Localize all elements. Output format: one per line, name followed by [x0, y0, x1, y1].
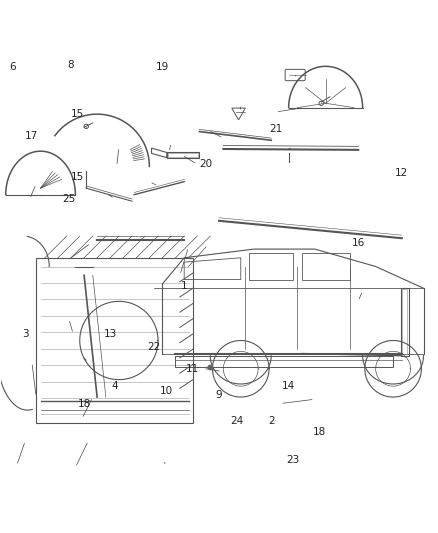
Text: 12: 12	[395, 168, 408, 178]
Text: 16: 16	[352, 238, 365, 247]
Text: 10: 10	[160, 385, 173, 395]
Text: 14: 14	[282, 381, 295, 391]
Bar	[401, 288, 409, 356]
Text: 13: 13	[103, 329, 117, 339]
Bar	[176, 356, 393, 367]
Bar	[402, 289, 406, 354]
Text: 19: 19	[156, 62, 169, 72]
Text: 15: 15	[71, 172, 84, 182]
Text: 17: 17	[25, 131, 39, 141]
Text: 25: 25	[62, 194, 75, 204]
Text: 2: 2	[268, 416, 275, 426]
Text: 21: 21	[269, 124, 282, 134]
Text: 20: 20	[199, 159, 212, 169]
Text: 23: 23	[286, 455, 300, 465]
Text: 6: 6	[9, 62, 16, 72]
Bar	[167, 152, 199, 158]
Text: 1: 1	[181, 281, 187, 291]
Text: 9: 9	[215, 390, 223, 400]
Text: 4: 4	[111, 381, 118, 391]
Circle shape	[208, 365, 212, 370]
Text: 24: 24	[230, 416, 243, 426]
Bar	[168, 154, 198, 157]
Text: 8: 8	[68, 60, 74, 70]
Text: 3: 3	[22, 329, 28, 339]
Text: 11: 11	[186, 364, 200, 374]
Text: 18: 18	[78, 399, 91, 409]
Text: 18: 18	[312, 427, 326, 437]
Text: 22: 22	[147, 342, 160, 352]
Text: 15: 15	[71, 109, 84, 119]
